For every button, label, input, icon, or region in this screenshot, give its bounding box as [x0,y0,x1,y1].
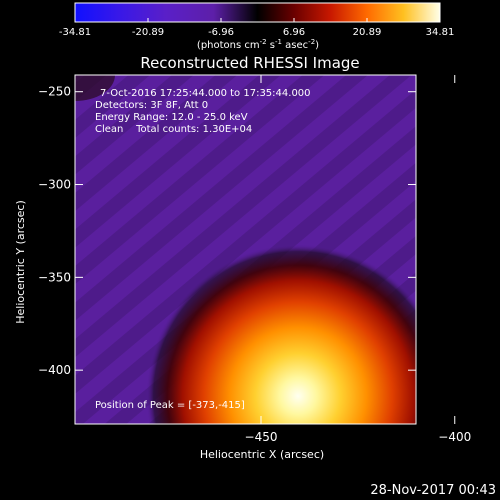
colorbar-tick-label: -34.81 [59,27,91,38]
peak-position-annotation: Position of Peak = [-373,-415] [95,400,245,411]
x-axis-label: Heliocentric X (arcsec) [200,448,324,461]
clean-counts-annotation: Clean Total counts: 1.30E+04 [95,124,252,135]
colorbar-tick-label: 34.81 [426,27,455,38]
y-tick-label: −250 [38,85,71,99]
y-axis-label: Heliocentric Y (arcsec) [14,200,27,324]
chart-title: Reconstructed RHESSI Image [140,54,359,72]
detectors-annotation: Detectors: 3F 8F, Att 0 [95,100,208,111]
colorbar-tick-label: 6.96 [283,27,305,38]
heatmap-image [75,75,416,424]
x-axis: −450−400−350 [245,75,471,444]
colorbar-tick-label: -20.89 [132,27,164,38]
generation-date: 28-Nov-2017 00:43 [370,483,496,498]
colorbar-tick-label: 20.89 [353,27,382,38]
x-tick-label: −450 [245,430,278,444]
y-tick-label: −400 [38,363,71,377]
time-range-annotation: 7-Oct-2016 17:25:44.000 to 17:35:44.000 [100,88,311,99]
y-tick-label: −300 [38,178,71,192]
y-tick-label: −350 [38,270,71,284]
colorbar [74,2,441,23]
y-axis: −250 −300 −350 −400 [38,85,416,377]
energy-range-annotation: Energy Range: 12.0 - 25.0 keV [95,112,248,123]
x-tick-label: −400 [438,430,471,444]
colorbar-units-label: (photons cm-2 s-1 asec-2) [197,38,319,51]
colorbar-ticks [74,18,441,22]
colorbar-tick-label: -6.96 [208,27,234,38]
plot-frame [74,74,417,425]
